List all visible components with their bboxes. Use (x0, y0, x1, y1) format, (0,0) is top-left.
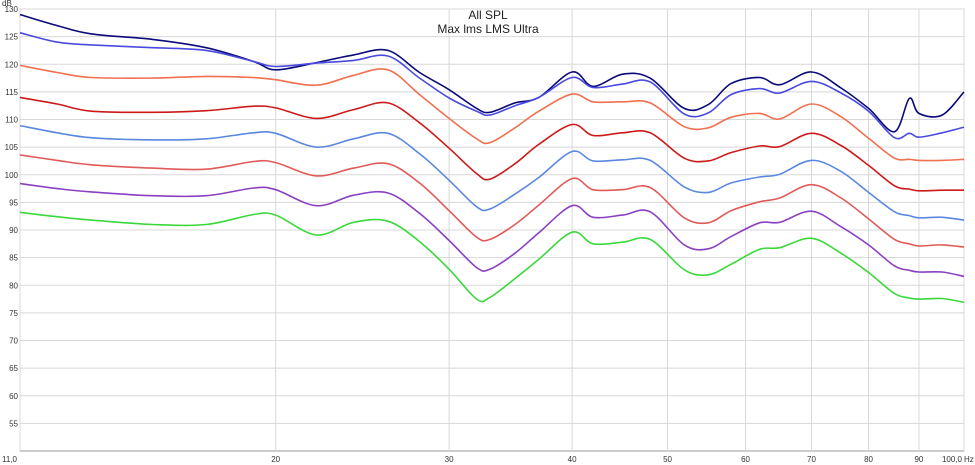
y-tick-label: 70 (9, 337, 18, 346)
y-unit-label: dB (2, 0, 12, 8)
chart-subtitle: Max lms LMS Ultra (437, 22, 539, 36)
chart-grid (19, 8, 965, 452)
y-tick-label: 105 (5, 143, 19, 152)
x-tick-label: 30 (445, 455, 454, 464)
y-tick-label: 95 (9, 198, 18, 207)
chart-series (19, 13, 965, 304)
y-tick-label: 130 (5, 5, 19, 14)
x-tick-label: 80 (864, 455, 873, 464)
series-line-1 (19, 13, 965, 133)
chart-title: All SPL (468, 8, 508, 22)
y-tick-label: 85 (9, 254, 18, 263)
series-line-3 (19, 64, 965, 162)
x-unit-label: Hz (964, 455, 974, 464)
chart-axes: 55 60 65 70 75 80 85 90 95 100 105 110 115 120 125 130 1… (2, 5, 963, 464)
series-line-4 (19, 96, 965, 192)
x-tick-label: 11,0 (2, 455, 18, 464)
series-line-7 (19, 182, 965, 278)
y-tick-label: 110 (5, 116, 18, 125)
x-tick-label: 60 (741, 455, 750, 464)
y-tick-label: 125 (5, 33, 19, 42)
x-tick-label: 20 (271, 455, 280, 464)
series-line-5 (19, 124, 965, 221)
y-tick-label: 115 (5, 88, 18, 97)
y-tick-label: 55 (9, 419, 18, 428)
y-tick-label: 65 (9, 364, 18, 373)
y-tick-label: 80 (9, 281, 18, 290)
y-tick-label: 75 (9, 309, 18, 318)
series-line-8 (19, 211, 965, 304)
x-tick-label: 90 (914, 455, 923, 464)
y-tick-label: 100 (5, 171, 19, 180)
y-tick-label: 60 (9, 392, 18, 401)
x-tick-label: 70 (807, 455, 816, 464)
y-tick-label: 120 (5, 60, 19, 69)
x-tick-label: 40 (568, 455, 577, 464)
series-line-6 (19, 154, 965, 248)
y-tick-label: 90 (9, 226, 18, 235)
x-tick-label: 100,0 (942, 455, 963, 464)
series-line-2 (19, 32, 965, 140)
x-tick-label: 50 (663, 455, 672, 464)
